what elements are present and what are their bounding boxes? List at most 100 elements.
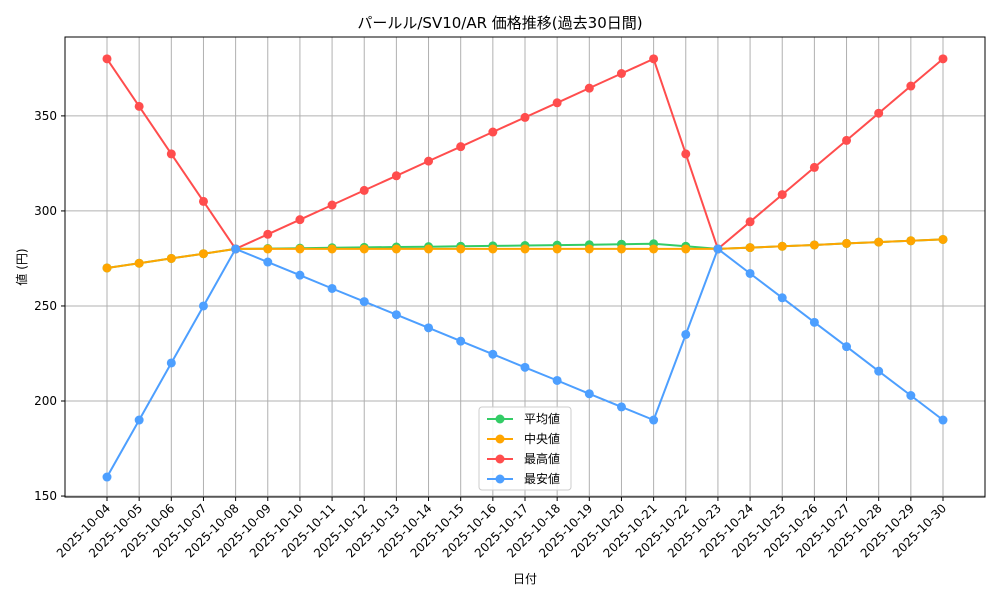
data-point bbox=[649, 244, 659, 254]
data-point bbox=[842, 238, 852, 248]
y-tick-label: 350 bbox=[34, 109, 57, 123]
data-point bbox=[263, 257, 273, 267]
data-point bbox=[424, 323, 434, 333]
x-axis-label: 日付 bbox=[513, 572, 537, 586]
data-point bbox=[584, 244, 594, 254]
data-point bbox=[166, 149, 176, 159]
data-point bbox=[263, 229, 273, 239]
legend-item: 平均値 bbox=[487, 411, 560, 426]
data-point bbox=[809, 317, 819, 327]
data-point bbox=[874, 237, 884, 247]
data-point bbox=[616, 68, 626, 78]
chart-title: パールル/SV10/AR 価格推移(過去30日間) bbox=[357, 14, 642, 32]
y-tick-label: 300 bbox=[34, 204, 57, 218]
y-tick-label: 250 bbox=[34, 299, 57, 313]
data-point bbox=[488, 244, 498, 254]
legend-item: 最高値 bbox=[487, 451, 560, 466]
series-3 bbox=[102, 244, 948, 482]
data-point bbox=[681, 329, 691, 339]
data-point bbox=[198, 196, 208, 206]
data-point bbox=[327, 200, 337, 210]
legend-label: 最安値 bbox=[524, 471, 560, 486]
data-point bbox=[166, 253, 176, 263]
legend-item: 最安値 bbox=[487, 471, 560, 486]
data-point bbox=[616, 244, 626, 254]
data-point bbox=[424, 156, 434, 166]
data-point bbox=[456, 336, 466, 346]
data-point bbox=[134, 101, 144, 111]
data-point bbox=[584, 83, 594, 93]
legend-item: 中央値 bbox=[487, 431, 560, 446]
data-point bbox=[842, 135, 852, 145]
data-point bbox=[263, 244, 273, 254]
y-tick-label: 200 bbox=[34, 394, 57, 408]
series-1 bbox=[102, 234, 948, 273]
series-2 bbox=[102, 54, 948, 254]
data-point bbox=[938, 234, 948, 244]
data-point bbox=[198, 301, 208, 311]
data-point bbox=[391, 171, 401, 181]
data-point bbox=[359, 244, 369, 254]
legend-marker-icon bbox=[495, 414, 505, 424]
y-axis-label: 値 (円) bbox=[14, 248, 29, 285]
data-point bbox=[295, 270, 305, 280]
data-point bbox=[520, 362, 530, 372]
data-point bbox=[166, 358, 176, 368]
data-point bbox=[391, 244, 401, 254]
data-point bbox=[391, 310, 401, 320]
data-point bbox=[552, 98, 562, 108]
y-tick-label: 150 bbox=[34, 489, 57, 503]
data-point bbox=[231, 244, 241, 254]
data-point bbox=[327, 244, 337, 254]
data-point bbox=[520, 244, 530, 254]
data-point bbox=[809, 240, 819, 250]
y-axis-ticks: 150 200 250 300 350 bbox=[34, 109, 65, 503]
data-point bbox=[713, 244, 723, 254]
data-point bbox=[488, 349, 498, 359]
data-point bbox=[520, 112, 530, 122]
data-point bbox=[584, 389, 594, 399]
x-axis-ticks: 2025-10-042025-10-052025-10-062025-10-07… bbox=[54, 497, 949, 560]
data-point bbox=[198, 249, 208, 259]
legend-marker-icon bbox=[495, 474, 505, 484]
data-point bbox=[134, 415, 144, 425]
data-point bbox=[745, 268, 755, 278]
data-point bbox=[295, 215, 305, 225]
data-point bbox=[842, 342, 852, 352]
data-point bbox=[552, 244, 562, 254]
data-point bbox=[938, 415, 948, 425]
data-point bbox=[102, 263, 112, 273]
data-point bbox=[488, 127, 498, 137]
data-point bbox=[102, 472, 112, 482]
legend-label: 最高値 bbox=[524, 451, 560, 466]
data-point bbox=[327, 283, 337, 293]
data-point bbox=[359, 297, 369, 307]
legend-marker-icon bbox=[495, 434, 505, 444]
data-point bbox=[745, 243, 755, 253]
legend-box bbox=[478, 406, 572, 491]
data-point bbox=[777, 293, 787, 303]
data-point bbox=[456, 142, 466, 152]
data-point bbox=[906, 81, 916, 91]
data-point bbox=[874, 366, 884, 376]
data-point bbox=[874, 108, 884, 118]
series-layer bbox=[102, 54, 948, 482]
data-point bbox=[616, 402, 626, 412]
data-point bbox=[102, 54, 112, 64]
data-point bbox=[424, 244, 434, 254]
data-point bbox=[745, 217, 755, 227]
data-point bbox=[777, 190, 787, 200]
legend-label: 平均値 bbox=[524, 411, 560, 426]
data-point bbox=[295, 244, 305, 254]
data-point bbox=[134, 258, 144, 268]
data-point bbox=[777, 241, 787, 251]
legend-label: 中央値 bbox=[524, 431, 560, 446]
data-point bbox=[906, 236, 916, 246]
data-point bbox=[552, 375, 562, 385]
data-point bbox=[809, 162, 819, 172]
data-point bbox=[906, 390, 916, 400]
data-point bbox=[649, 415, 659, 425]
data-point bbox=[359, 185, 369, 195]
